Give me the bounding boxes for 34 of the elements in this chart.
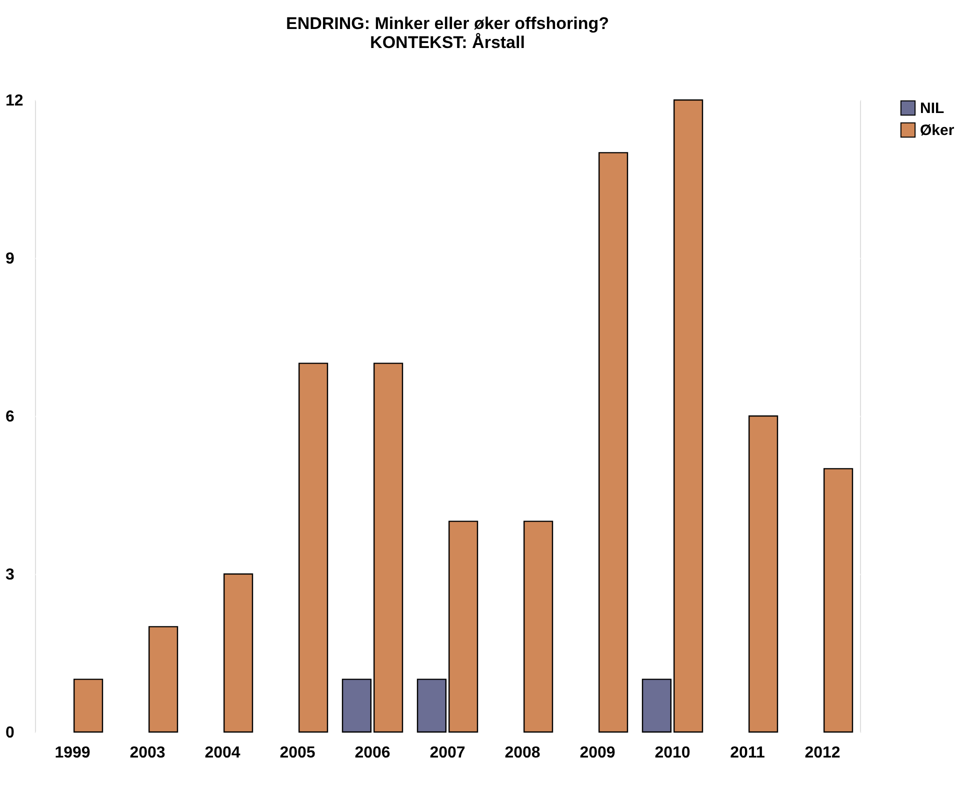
x-tick-label: 2011 <box>730 744 765 762</box>
text: KONTEKST: Årstall <box>370 33 525 52</box>
x-tick-label: 1999 <box>54 744 90 762</box>
bar <box>823 468 854 733</box>
x-tick-label: 2009 <box>580 744 616 762</box>
bar <box>523 520 554 733</box>
bar <box>598 152 628 733</box>
y-tick-label: 6 <box>6 408 14 426</box>
x-tick-label: 2008 <box>504 744 540 762</box>
y-tick-label: 12 <box>6 92 24 110</box>
y-tick-label: 9 <box>6 250 14 268</box>
x-tick-label: 2006 <box>354 744 390 762</box>
x-tick-label: 2003 <box>130 744 166 762</box>
bar <box>373 362 404 733</box>
bar <box>748 415 778 733</box>
bar <box>223 573 254 733</box>
bar <box>448 520 478 733</box>
text: ENDRING: Minker eller øker offshoring? <box>286 14 610 33</box>
legend-label: NIL <box>920 100 944 117</box>
bar <box>673 99 704 733</box>
x-tick-label: 2007 <box>430 744 466 762</box>
bar <box>642 678 672 733</box>
x-tick-label: 2004 <box>204 744 240 762</box>
y-tick-label: 3 <box>6 566 14 584</box>
x-tick-label: 2010 <box>654 744 690 762</box>
x-tick-label: 2005 <box>280 744 316 762</box>
legend-label: Øker <box>920 122 954 139</box>
y-tick-label: 0 <box>6 724 14 742</box>
bar <box>298 362 328 733</box>
bar <box>73 678 104 733</box>
bar <box>148 626 178 733</box>
x-tick-label: 2012 <box>804 744 840 762</box>
bar <box>342 678 372 733</box>
bar <box>416 678 447 733</box>
